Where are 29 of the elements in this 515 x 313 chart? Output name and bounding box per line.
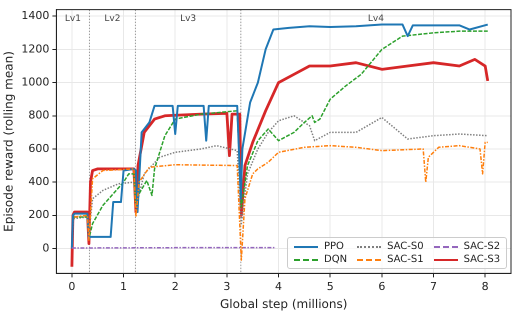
y-tick-label: 600 <box>28 142 50 155</box>
legend-label: DQN <box>324 254 348 266</box>
x-tick-label: 8 <box>482 280 489 293</box>
x-tick-label: 4 <box>275 280 282 293</box>
legend-label: SAC-S0 <box>387 241 424 252</box>
x-tick-label: 3 <box>223 280 230 293</box>
y-tick-label: 400 <box>28 175 50 188</box>
y-tick-label: 1200 <box>21 42 50 56</box>
y-axis-title: Episode reward (rolling mean) <box>1 51 16 232</box>
annotation: Lv3 <box>180 14 196 24</box>
y-tick-label: 1000 <box>21 75 50 88</box>
x-axis-title: Global step (millions) <box>220 296 348 311</box>
y-tick-label: 800 <box>28 108 50 122</box>
legend-label: SAC-S1 <box>387 254 424 266</box>
y-tick-label: 200 <box>28 208 50 222</box>
x-tick-label: 1 <box>120 280 128 293</box>
annotation: Lv2 <box>104 14 120 24</box>
y-tick-label: 1400 <box>21 9 50 22</box>
legend-label: PPO <box>324 241 344 252</box>
x-tick-label: 2 <box>172 280 179 293</box>
x-tick-label: 6 <box>378 280 386 293</box>
x-tick-label: 5 <box>326 280 334 293</box>
annotation: Lv1 <box>64 14 81 24</box>
y-tick-label: 0 <box>42 241 50 254</box>
x-tick-label: 7 <box>430 280 438 293</box>
legend-label: SAC-S3 <box>464 254 500 266</box>
x-tick-label: 0 <box>68 280 76 293</box>
legend-label: SAC-S2 <box>464 241 500 252</box>
annotation: Lv4 <box>368 14 384 24</box>
